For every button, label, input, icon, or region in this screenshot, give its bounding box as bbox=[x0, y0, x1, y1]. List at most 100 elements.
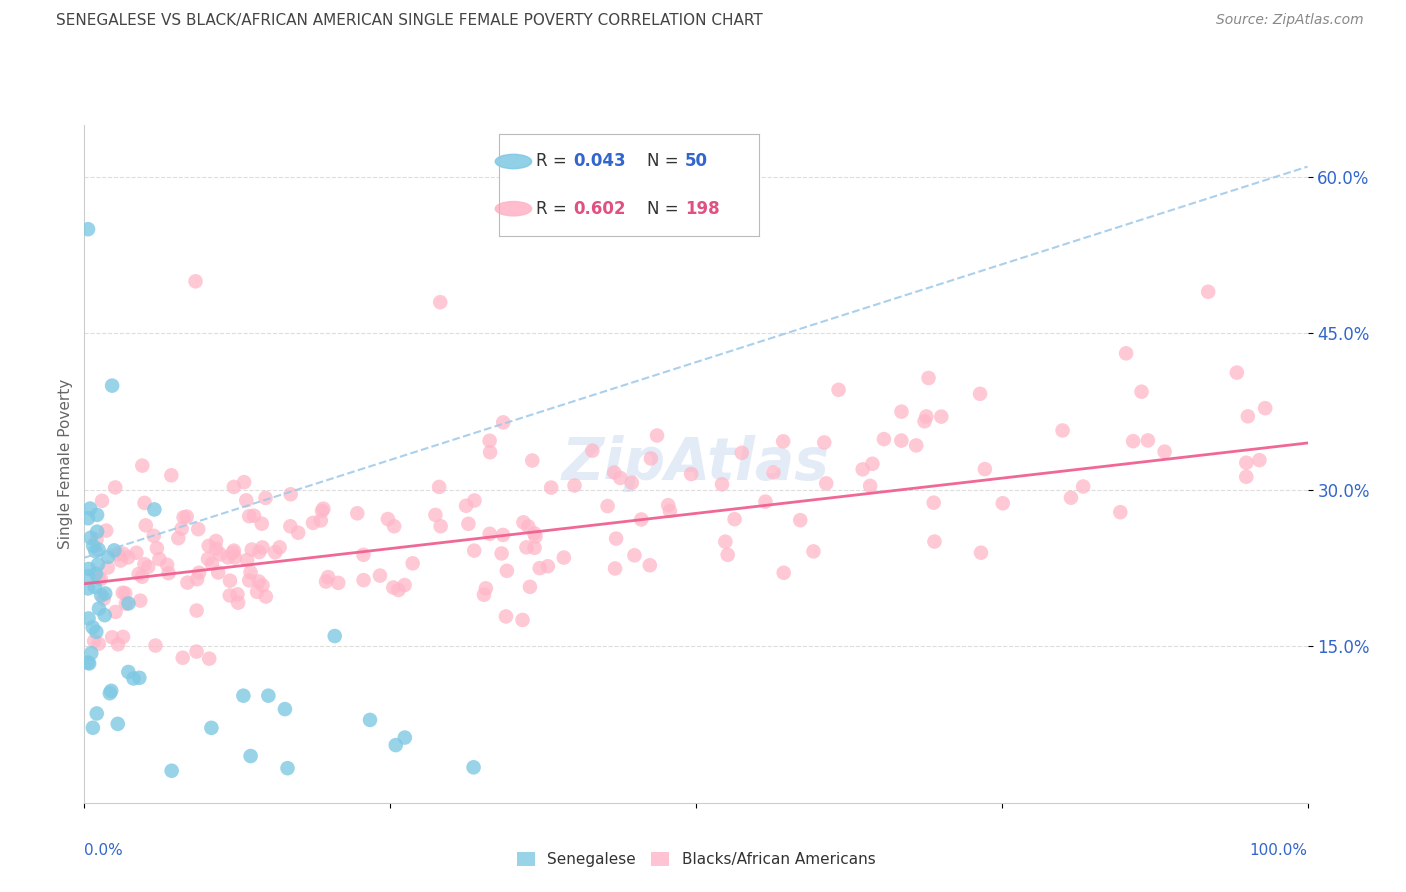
Point bbox=[815, 476, 838, 491]
Point bbox=[80, 646, 103, 660]
Point bbox=[96, 524, 118, 538]
Point bbox=[873, 432, 896, 446]
Point bbox=[394, 578, 416, 592]
Point bbox=[232, 689, 254, 703]
Point bbox=[115, 597, 138, 611]
Point bbox=[931, 409, 953, 424]
Point bbox=[1249, 453, 1271, 467]
Point bbox=[915, 409, 938, 424]
Point bbox=[1060, 491, 1083, 505]
Point bbox=[111, 630, 134, 644]
Point bbox=[309, 513, 332, 527]
Point bbox=[87, 558, 110, 572]
Point bbox=[82, 620, 104, 634]
Point bbox=[1234, 470, 1257, 484]
Point bbox=[377, 512, 399, 526]
Point bbox=[79, 501, 101, 516]
Point bbox=[1254, 401, 1277, 416]
Point bbox=[1226, 366, 1249, 380]
Point bbox=[731, 446, 754, 460]
Point bbox=[384, 738, 406, 752]
Point bbox=[517, 519, 540, 533]
Point bbox=[93, 591, 115, 606]
Point bbox=[630, 512, 652, 526]
Point bbox=[491, 546, 513, 560]
Point bbox=[197, 552, 219, 566]
Point bbox=[254, 590, 277, 604]
Point bbox=[240, 542, 263, 557]
Point bbox=[110, 553, 132, 567]
Point bbox=[209, 548, 232, 562]
Point bbox=[235, 493, 257, 508]
Point bbox=[603, 466, 626, 480]
Y-axis label: Single Female Poverty: Single Female Poverty bbox=[58, 379, 73, 549]
Point bbox=[114, 586, 136, 600]
Point bbox=[77, 611, 100, 625]
Point bbox=[239, 749, 262, 764]
Point bbox=[1237, 409, 1260, 424]
Point bbox=[218, 589, 240, 603]
Point bbox=[620, 475, 643, 490]
Point bbox=[1071, 479, 1094, 493]
Point bbox=[90, 572, 112, 586]
Point bbox=[226, 596, 249, 610]
Point bbox=[86, 533, 108, 547]
Point bbox=[1109, 505, 1132, 519]
Point bbox=[429, 295, 451, 310]
Point bbox=[1130, 384, 1153, 399]
Point bbox=[217, 550, 239, 565]
Point bbox=[107, 547, 129, 561]
Text: 50: 50 bbox=[685, 153, 709, 170]
Point bbox=[186, 644, 208, 658]
Point bbox=[84, 580, 107, 594]
Point bbox=[274, 702, 297, 716]
Point bbox=[269, 541, 291, 555]
Point bbox=[148, 552, 170, 566]
Point bbox=[100, 683, 122, 698]
Point bbox=[463, 493, 485, 508]
Point bbox=[77, 582, 100, 596]
Point bbox=[247, 574, 270, 589]
Point bbox=[187, 522, 209, 536]
Point bbox=[86, 508, 108, 522]
Point bbox=[77, 656, 100, 670]
Point bbox=[492, 528, 515, 542]
Point bbox=[91, 493, 114, 508]
Point bbox=[117, 596, 139, 610]
Point bbox=[122, 672, 145, 686]
Circle shape bbox=[495, 154, 531, 169]
Point bbox=[723, 512, 745, 526]
Point bbox=[479, 445, 502, 459]
Point bbox=[97, 560, 120, 574]
Point bbox=[86, 706, 108, 721]
Point bbox=[312, 501, 335, 516]
Point bbox=[278, 519, 301, 533]
Point bbox=[103, 543, 125, 558]
Point bbox=[922, 496, 945, 510]
Point bbox=[254, 491, 277, 505]
Point bbox=[239, 566, 262, 580]
Point bbox=[328, 575, 350, 590]
Point bbox=[125, 546, 148, 560]
Point bbox=[368, 568, 391, 582]
Point bbox=[353, 573, 375, 587]
Point bbox=[522, 453, 544, 467]
Point bbox=[457, 516, 479, 531]
Point bbox=[287, 525, 309, 540]
Point bbox=[84, 566, 107, 581]
Point bbox=[247, 545, 270, 559]
Point bbox=[609, 471, 631, 485]
Point bbox=[603, 561, 626, 575]
Point bbox=[475, 582, 498, 596]
Point bbox=[236, 553, 259, 567]
Point bbox=[87, 601, 110, 615]
Point bbox=[463, 760, 485, 774]
Point bbox=[553, 550, 575, 565]
Point bbox=[87, 542, 110, 557]
Point bbox=[537, 559, 560, 574]
Point bbox=[316, 570, 339, 584]
Point bbox=[605, 532, 627, 546]
Point bbox=[77, 562, 100, 576]
Point bbox=[914, 414, 936, 428]
Point bbox=[645, 428, 668, 442]
